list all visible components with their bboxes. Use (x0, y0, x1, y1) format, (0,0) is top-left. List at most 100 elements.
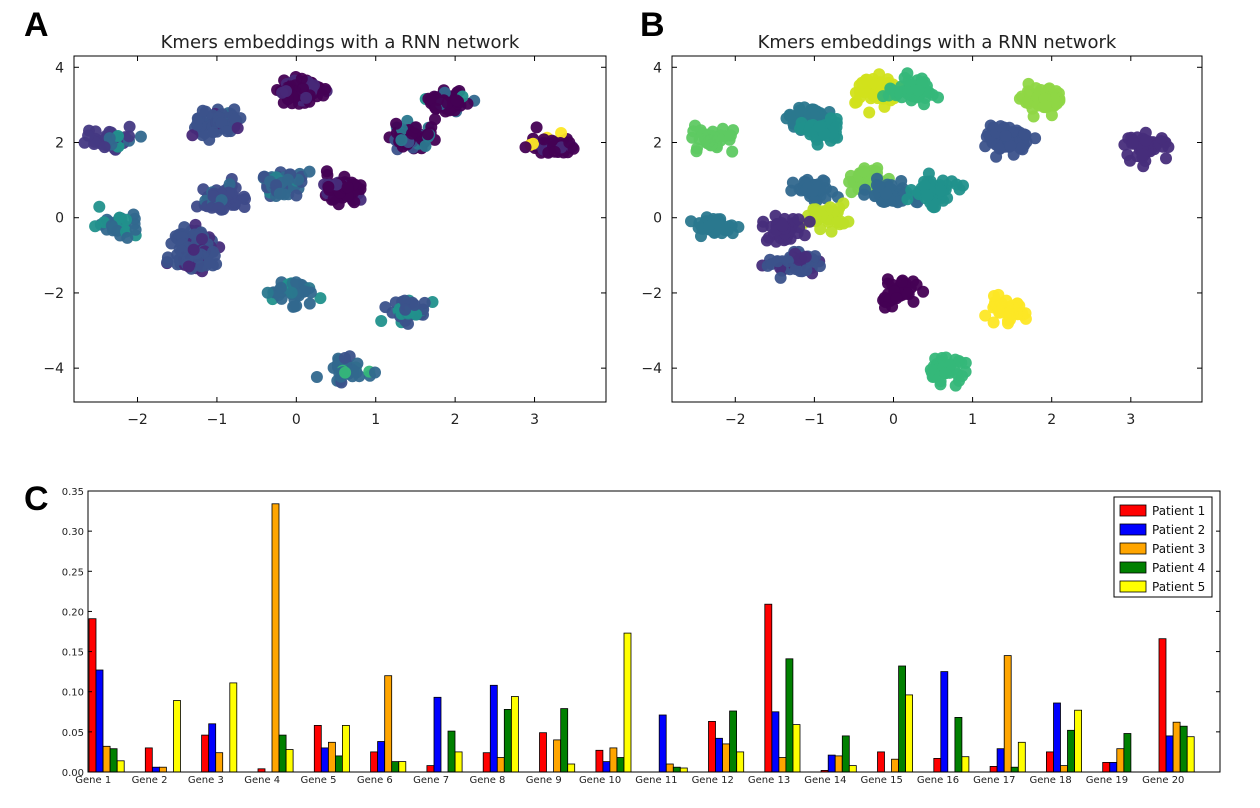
bar (271, 503, 280, 773)
bar (764, 603, 773, 773)
x-tick-label: Gene 12 (692, 775, 734, 786)
point (995, 297, 1008, 310)
point (304, 286, 317, 299)
bar (151, 766, 160, 773)
points-b (685, 67, 1175, 392)
bar (95, 669, 104, 773)
point (795, 116, 808, 129)
point (285, 286, 298, 299)
x-tick-label: 1 (968, 412, 977, 428)
point (274, 281, 287, 294)
point (123, 120, 136, 133)
point (129, 223, 142, 236)
y-tick-label: −2 (43, 286, 64, 302)
point (1020, 96, 1033, 109)
point (1003, 309, 1016, 322)
point (774, 271, 787, 284)
point (858, 188, 871, 201)
bar (1165, 735, 1174, 773)
x-tick-label: Gene 11 (635, 775, 677, 786)
legend-label: Patient 3 (1152, 542, 1205, 556)
point (912, 84, 925, 97)
bar (1172, 721, 1181, 773)
point (917, 285, 930, 298)
bar (447, 730, 456, 773)
legend-swatch (1119, 523, 1147, 536)
point (776, 219, 789, 232)
point (280, 85, 292, 98)
x-tick-label: Gene 1 (75, 775, 111, 786)
point (825, 225, 838, 238)
point (1121, 148, 1134, 161)
bar (905, 694, 913, 773)
y-tick-label: −4 (641, 361, 662, 377)
bar (898, 665, 906, 773)
bar (877, 751, 885, 773)
point (1127, 136, 1139, 149)
point (187, 243, 200, 256)
point (918, 179, 931, 192)
x-tick-label: Gene 14 (804, 775, 846, 786)
point (409, 121, 422, 134)
bar (482, 752, 491, 773)
point (1018, 128, 1031, 141)
y-tick-label: 0.15 (62, 648, 84, 659)
point (703, 134, 716, 147)
y-tick-label: 0.05 (62, 728, 84, 739)
bar (158, 766, 167, 773)
legend-label: Patient 4 (1152, 561, 1205, 575)
bar (510, 696, 519, 773)
bar (623, 632, 632, 773)
x-tick-label: Gene 6 (357, 775, 393, 786)
bar (771, 711, 780, 773)
point (207, 126, 220, 139)
point (936, 174, 949, 187)
bar (658, 714, 667, 773)
x-tick-label: −2 (725, 412, 746, 428)
bar (834, 755, 843, 773)
point (789, 263, 802, 276)
bar (722, 743, 730, 773)
x-tick-label: 0 (292, 412, 301, 428)
point (842, 215, 855, 228)
bar (1102, 762, 1111, 773)
bar (454, 751, 463, 773)
bar (327, 741, 336, 773)
point (410, 308, 423, 321)
point (321, 169, 334, 182)
point (161, 256, 174, 269)
point (939, 367, 952, 380)
bars (88, 503, 1195, 773)
bar (708, 721, 716, 773)
point (824, 112, 837, 125)
bar (208, 723, 217, 773)
x-tick-label: Gene 5 (301, 775, 337, 786)
bar (320, 747, 329, 773)
chart-title-b: Kmers embeddings with a RNN network (758, 32, 1117, 53)
bar (384, 675, 393, 773)
bar (1179, 725, 1188, 773)
point (901, 193, 914, 206)
point (726, 145, 739, 158)
point (424, 93, 437, 106)
point (1004, 139, 1017, 152)
point (186, 129, 199, 142)
y-tick-label: 4 (653, 60, 662, 76)
point (994, 306, 1006, 319)
point (935, 184, 947, 197)
point (880, 187, 893, 200)
point (196, 104, 209, 117)
point (450, 94, 463, 107)
x-tick-label: Gene 4 (244, 775, 280, 786)
bar (1186, 736, 1195, 773)
point (196, 233, 208, 245)
bar (560, 708, 569, 773)
x-tick-label: Gene 16 (917, 775, 959, 786)
y-tick-label: 0.30 (62, 527, 84, 538)
point (341, 181, 354, 194)
point (1022, 77, 1035, 90)
point (399, 303, 412, 316)
x-tick-label: 2 (451, 412, 460, 428)
bar (489, 684, 498, 773)
point (441, 97, 454, 110)
